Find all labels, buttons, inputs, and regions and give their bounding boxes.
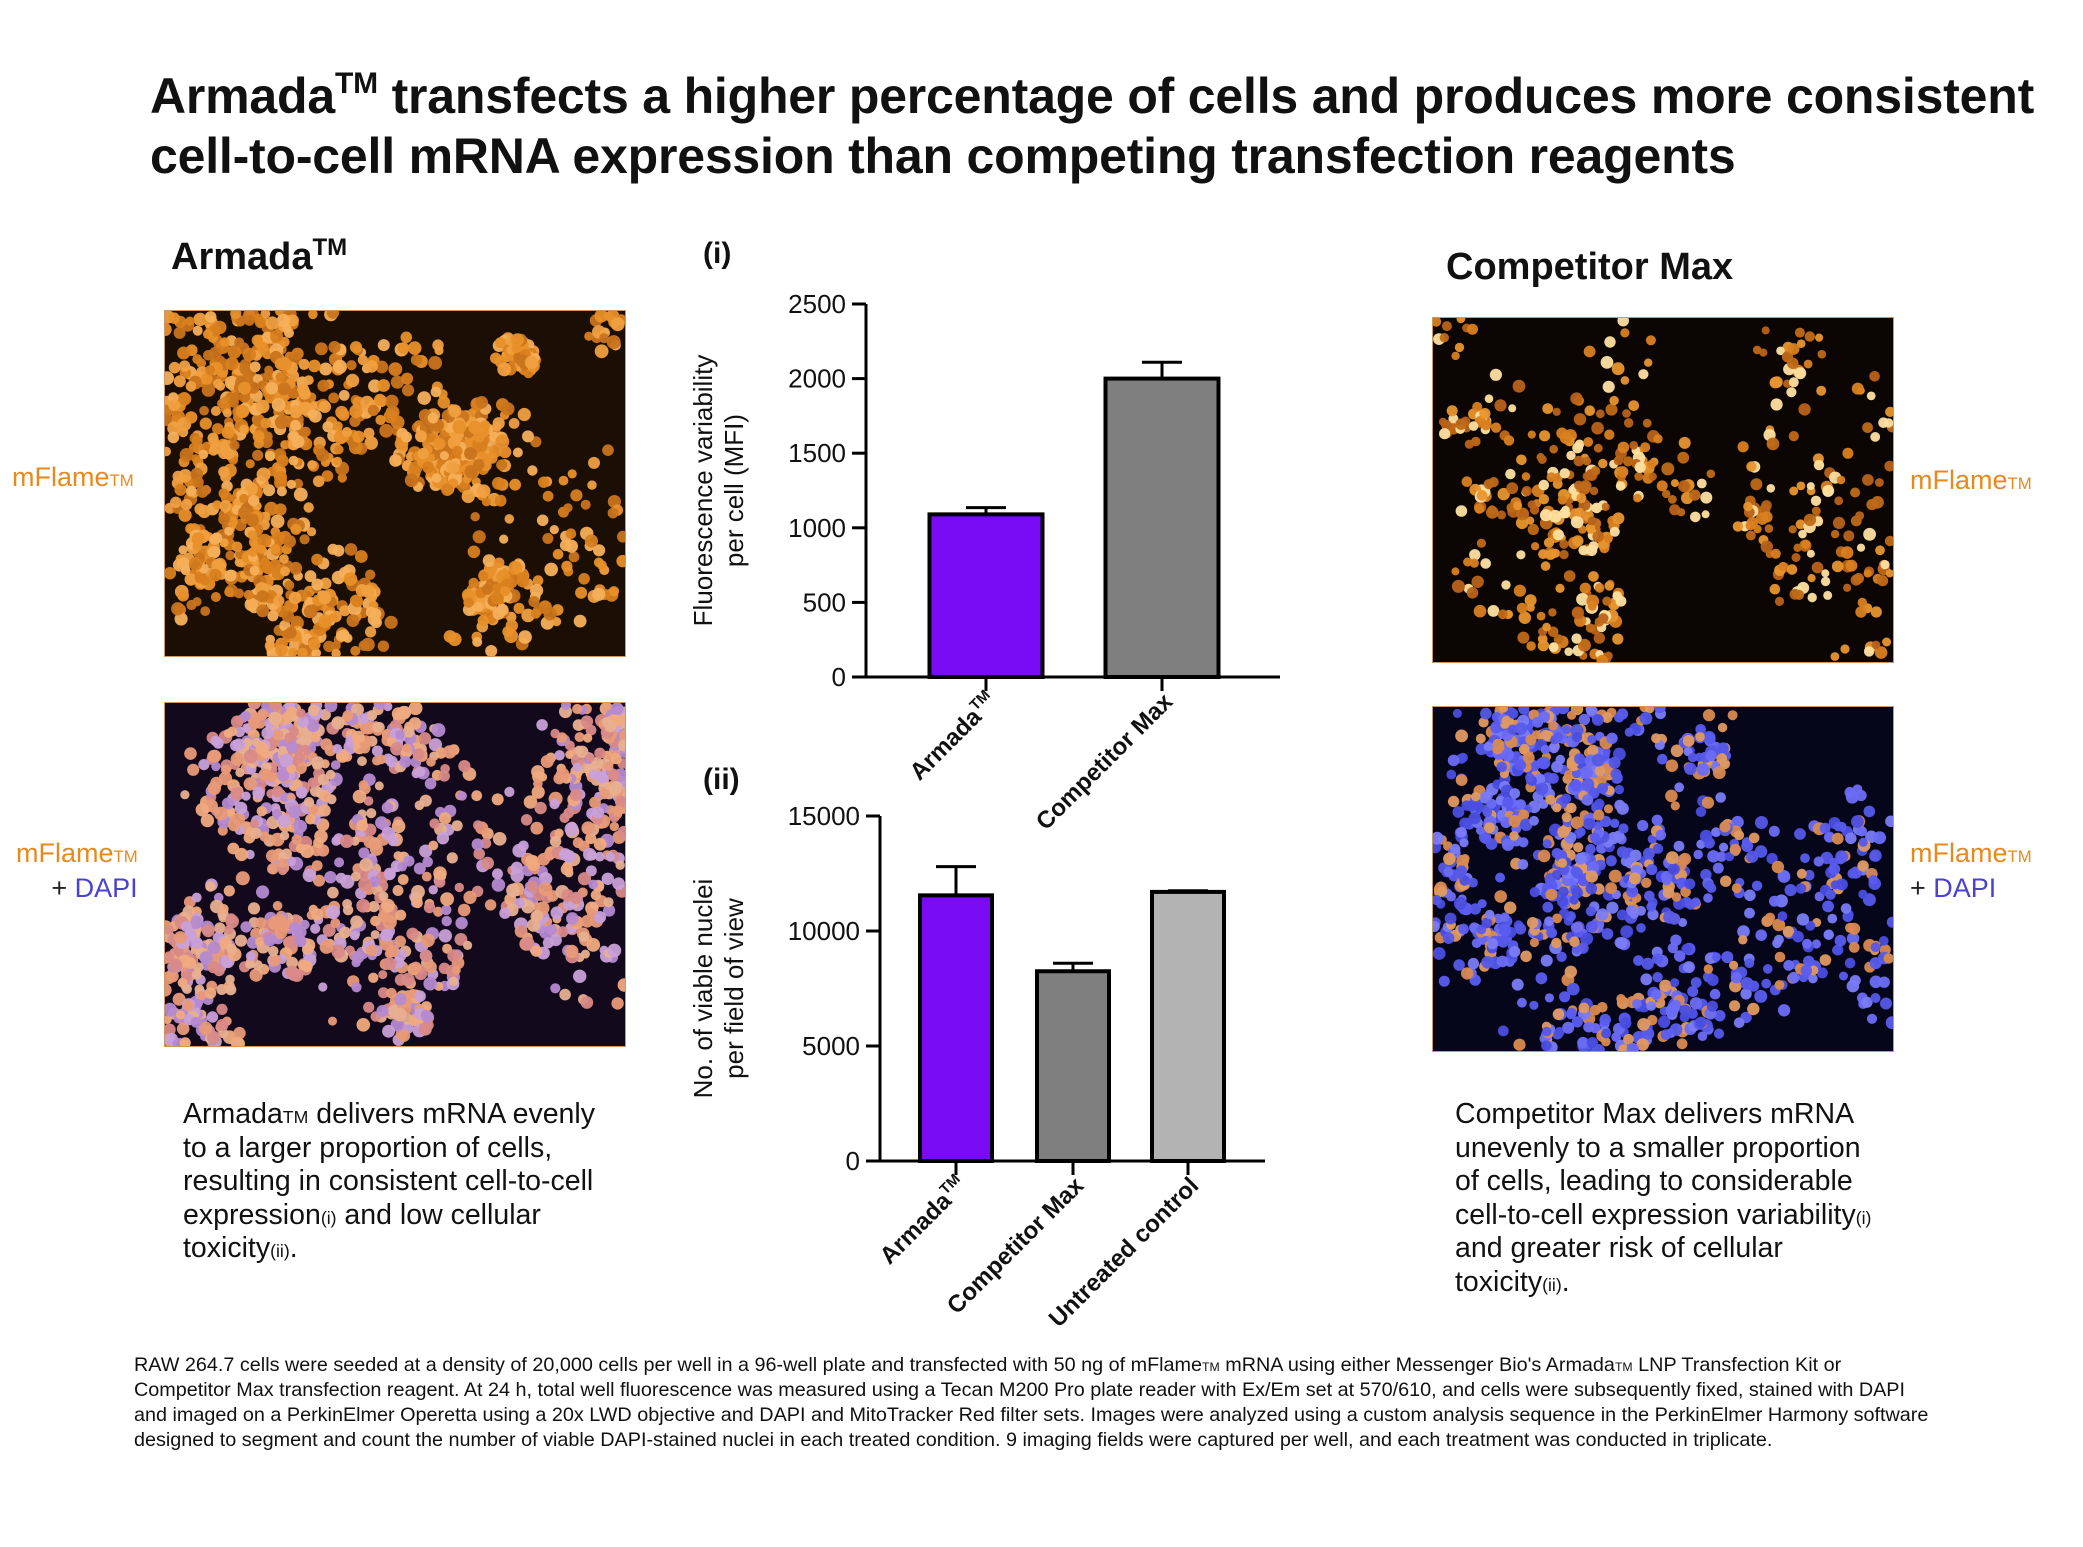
y-tick-label: 15000 [788, 801, 860, 831]
competitor-mflame-micrograph [1432, 317, 1894, 663]
bar-armada [927, 512, 1045, 679]
x-tick-label: ArmadaTM [873, 1171, 972, 1270]
chart-viable-nuclei: 0 5000 10000 15000 No. of viable nuclei per f… [690, 801, 1265, 1333]
y-tick-label: 2500 [788, 289, 846, 319]
competitor-mflame-dapi-micrograph [1432, 706, 1894, 1052]
y-tick-label: 5000 [802, 1031, 860, 1061]
armada-mflame-micrograph [164, 310, 626, 657]
bar-competitor-max [1103, 376, 1221, 679]
y-tick-label: 1500 [788, 438, 846, 468]
y-tick-label: 1000 [788, 513, 846, 543]
y-axis-label: Fluorescence variability per cell (MFI) [690, 355, 749, 627]
right-label-mflame: mFlameTM [1910, 465, 2032, 495]
armada-description: ArmadaTM delivers mRNA evenly to a large… [183, 1098, 595, 1264]
y-tick-label: 0 [832, 662, 846, 692]
armada-heading: ArmadaTM [171, 234, 348, 279]
x-tick-label: ArmadaTM [903, 687, 1002, 786]
y-axis-label-line1: No. of viable nuclei [690, 879, 718, 1099]
page-title: ArmadaTM transfects a higher percentage … [150, 66, 2050, 186]
bar-armada [918, 893, 994, 1163]
title-line-1: ArmadaTM transfects a higher percentage … [150, 67, 2035, 124]
panel-tag-i: (i) [703, 237, 732, 270]
methods-footnote: RAW 264.7 cells were seeded at a density… [134, 1354, 1929, 1451]
armada-mflame-dapi-micrograph [164, 702, 626, 1047]
y-tick-label: 500 [803, 587, 846, 617]
y-axis-label-line1: Fluorescence variability [690, 355, 718, 627]
y-tick-label: 10000 [788, 916, 860, 946]
competitor-description: Competitor Max delivers mRNA unevenly to… [1455, 1098, 1872, 1298]
bar-competitor-max [1035, 969, 1111, 1163]
right-label-mflame-dapi: mFlameTM + DAPI [1910, 838, 2032, 903]
title-line-2: cell-to-cell mRNA expression than compet… [150, 128, 1736, 184]
y-tick-label: 0 [846, 1146, 860, 1176]
chart-fluorescence-variability: 0 500 1000 1500 2000 2500 Fluorescence variabi… [690, 289, 1280, 835]
left-label-mflame: mFlameTM [12, 462, 134, 492]
panel-tag-ii: (ii) [703, 763, 740, 796]
y-tick-label: 2000 [788, 364, 846, 394]
y-axis-label: No. of viable nuclei per field of view [690, 879, 749, 1099]
left-label-mflame-dapi: mFlameTM + DAPI [16, 838, 138, 903]
bar-untreated-control [1150, 889, 1226, 1164]
y-axis-label-line2: per field of view [719, 898, 749, 1079]
competitor-heading: Competitor Max [1446, 246, 1734, 288]
y-axis-label-line2: per cell (MFI) [719, 414, 749, 567]
